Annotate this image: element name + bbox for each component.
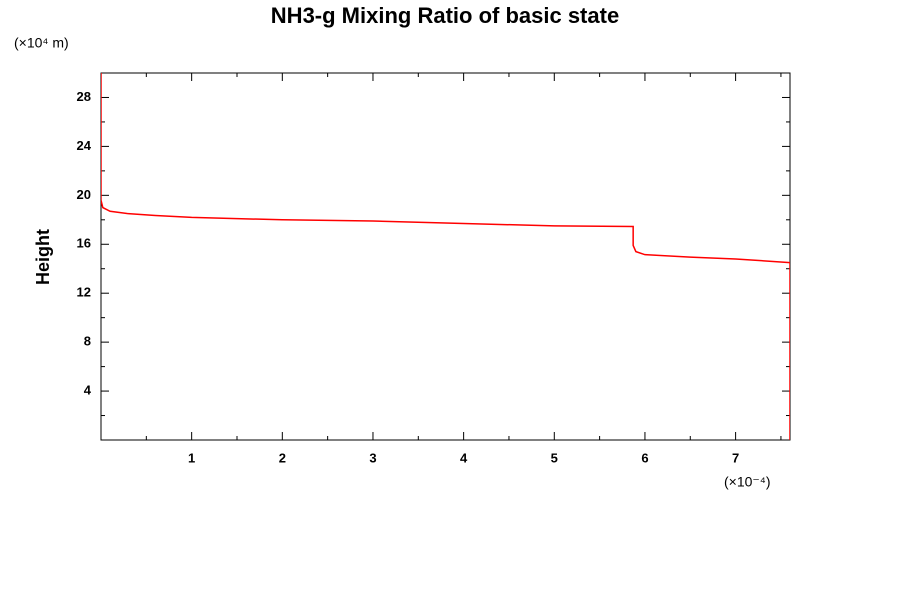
x-tick-label: 5: [551, 450, 558, 465]
y-tick-label: 20: [77, 187, 91, 202]
x-unit: (×10⁻⁴): [724, 474, 770, 490]
y-tick-label: 16: [77, 236, 91, 251]
y-tick-label: 24: [77, 138, 92, 153]
y-tick-label: 12: [77, 285, 91, 300]
y-tick-label: 28: [77, 89, 91, 104]
y-axis-label: Height: [33, 229, 53, 285]
y-tick-label: 8: [84, 334, 91, 349]
plot-frame: [100, 72, 791, 441]
data-line: [101, 73, 790, 440]
y-tick-label: 4: [84, 383, 92, 398]
y-unit: (×10⁴ m): [14, 35, 69, 51]
chart-title: NH3-g Mixing Ratio of basic state: [271, 3, 619, 28]
x-tick-label: 2: [279, 450, 286, 465]
x-tick-label: 7: [732, 450, 739, 465]
x-tick-label: 4: [460, 450, 468, 465]
x-tick-label: 3: [369, 450, 376, 465]
x-tick-label: 6: [641, 450, 648, 465]
x-tick-label: 1: [188, 450, 195, 465]
